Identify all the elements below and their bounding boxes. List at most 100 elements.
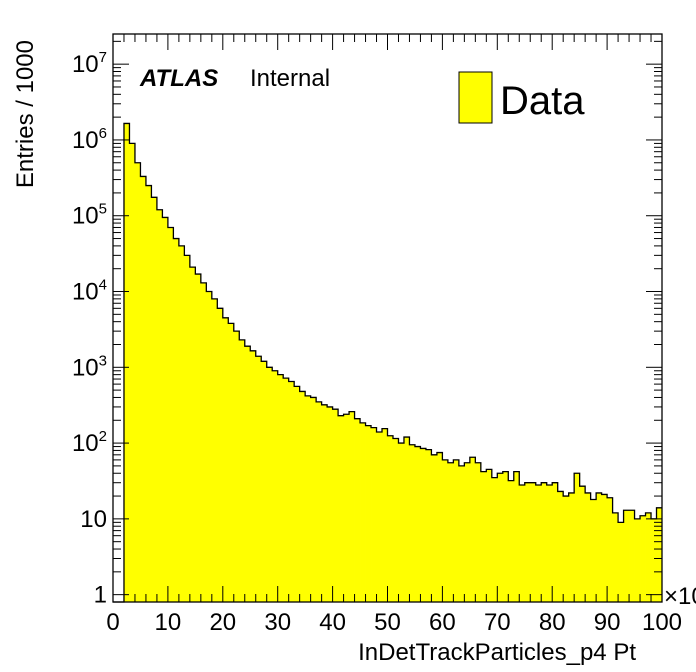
histogram-bin bbox=[277, 374, 284, 602]
histogram-bin bbox=[233, 331, 240, 602]
histogram-bin bbox=[425, 449, 432, 602]
x-tick-labels: 0 10 20 30 40 50 60 70 80 90 100 bbox=[106, 609, 682, 636]
histogram-bin bbox=[206, 291, 213, 602]
x-tick-label: 10 bbox=[155, 609, 182, 636]
histogram-bin bbox=[200, 282, 207, 602]
histogram-bin bbox=[442, 459, 449, 602]
histogram-bin bbox=[398, 443, 405, 602]
y-tick-label: 103 bbox=[72, 352, 107, 381]
histogram-bin bbox=[519, 484, 526, 602]
histogram-bin bbox=[123, 123, 130, 603]
histogram-bars bbox=[123, 123, 663, 603]
histogram-bin bbox=[250, 350, 257, 602]
histogram-bin bbox=[195, 274, 202, 602]
histogram-bin bbox=[349, 411, 355, 602]
histogram-bin bbox=[387, 435, 394, 602]
histogram-bin bbox=[453, 459, 460, 602]
histogram-bin bbox=[579, 486, 586, 602]
histogram-bin bbox=[524, 482, 531, 602]
histogram-bin bbox=[382, 428, 388, 602]
histogram-bin bbox=[371, 427, 377, 602]
y-tick-label: 105 bbox=[72, 201, 107, 230]
histogram-bin bbox=[541, 482, 548, 602]
histogram-bin bbox=[156, 209, 163, 603]
histogram-bin bbox=[436, 452, 443, 602]
histogram-bin bbox=[596, 492, 603, 602]
x-tick-label: 30 bbox=[264, 609, 291, 636]
histogram-bin bbox=[294, 386, 301, 602]
histogram-bin bbox=[431, 454, 438, 602]
histogram-bin bbox=[568, 492, 575, 602]
legend-swatch bbox=[458, 71, 493, 124]
legend-label: Data bbox=[500, 79, 585, 123]
x-tick-label: 70 bbox=[484, 609, 511, 636]
x-tick-label: 40 bbox=[319, 609, 346, 636]
x-tick-label: 90 bbox=[594, 609, 621, 636]
histogram-bin bbox=[414, 446, 421, 602]
histogram-bin bbox=[310, 397, 317, 602]
histogram-bin bbox=[140, 176, 147, 602]
histogram-bin bbox=[288, 381, 295, 602]
histogram-bin bbox=[255, 356, 262, 602]
x-axis-title: InDetTrackParticles_p4 Pt bbox=[358, 639, 636, 666]
histogram-bin bbox=[634, 518, 641, 602]
x-multiplier-label: ×10 bbox=[664, 583, 696, 610]
histogram-bin bbox=[618, 522, 624, 602]
histogram-bin bbox=[376, 432, 383, 602]
histogram-bin bbox=[508, 480, 515, 602]
histogram-bin bbox=[546, 484, 553, 602]
histogram-bin bbox=[211, 298, 218, 602]
histogram-bin bbox=[458, 465, 465, 602]
histogram-bin bbox=[535, 484, 542, 602]
histogram-bin bbox=[184, 255, 191, 603]
histogram-bin bbox=[447, 462, 454, 602]
histogram-bin bbox=[365, 425, 372, 602]
histogram-bin bbox=[134, 162, 141, 602]
histogram-bin bbox=[612, 512, 619, 602]
histogram-bin bbox=[480, 471, 487, 602]
histogram-bin bbox=[167, 227, 174, 602]
histogram-bin bbox=[244, 346, 251, 602]
x-tick-label: 60 bbox=[429, 609, 456, 636]
histogram-bin bbox=[305, 395, 312, 602]
histogram-bin bbox=[497, 473, 504, 602]
histogram-outline bbox=[113, 122, 662, 603]
histogram-bin bbox=[327, 406, 333, 602]
x-tick-label: 20 bbox=[209, 609, 236, 636]
histogram-bin bbox=[469, 457, 476, 602]
histogram-bin bbox=[338, 415, 344, 602]
histogram-bin bbox=[475, 462, 482, 602]
histogram-bin bbox=[222, 317, 229, 602]
histogram-bin bbox=[601, 494, 608, 602]
histogram-bin bbox=[145, 185, 152, 602]
histogram-bin bbox=[239, 339, 246, 602]
x-tick-label: 100 bbox=[642, 609, 682, 636]
histogram-bin bbox=[228, 323, 235, 602]
histogram-bin bbox=[261, 361, 268, 602]
y-tick-labels: 1 10 102 103 104 105 106 107 bbox=[72, 49, 107, 609]
y-tick-label: 102 bbox=[72, 428, 107, 457]
histogram-bin bbox=[392, 438, 399, 602]
histogram-bin bbox=[272, 370, 279, 602]
histogram-bin bbox=[178, 245, 185, 602]
histogram-bin bbox=[420, 448, 427, 602]
histogram-bin bbox=[316, 401, 323, 602]
histogram-bin bbox=[409, 444, 416, 602]
atlas-status-label: Internal bbox=[250, 65, 330, 92]
histogram-bin bbox=[266, 367, 273, 602]
histogram-bin bbox=[656, 507, 663, 602]
histogram-bin bbox=[403, 437, 410, 602]
histogram-bin bbox=[354, 418, 361, 602]
histogram-bin bbox=[557, 491, 564, 602]
histogram-bin bbox=[563, 496, 570, 602]
histogram-bin bbox=[151, 197, 158, 602]
histogram-bin bbox=[491, 477, 498, 602]
axis-ticks bbox=[112, 34, 663, 602]
histogram-bin bbox=[585, 492, 592, 602]
histogram-bin bbox=[651, 518, 657, 602]
histogram-bin bbox=[464, 462, 471, 602]
histogram-bin bbox=[645, 512, 652, 602]
histogram-bin bbox=[189, 267, 196, 602]
histogram-bin bbox=[360, 422, 366, 602]
